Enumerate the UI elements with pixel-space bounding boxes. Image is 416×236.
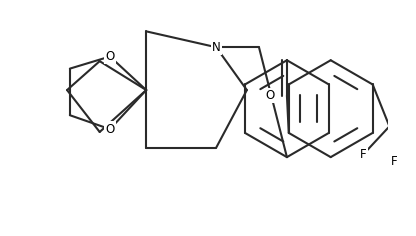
Text: F: F	[360, 148, 366, 161]
Text: O: O	[265, 89, 275, 102]
Text: F: F	[391, 155, 397, 168]
Text: O: O	[105, 123, 114, 136]
Text: O: O	[105, 50, 114, 63]
Text: N: N	[212, 41, 220, 54]
